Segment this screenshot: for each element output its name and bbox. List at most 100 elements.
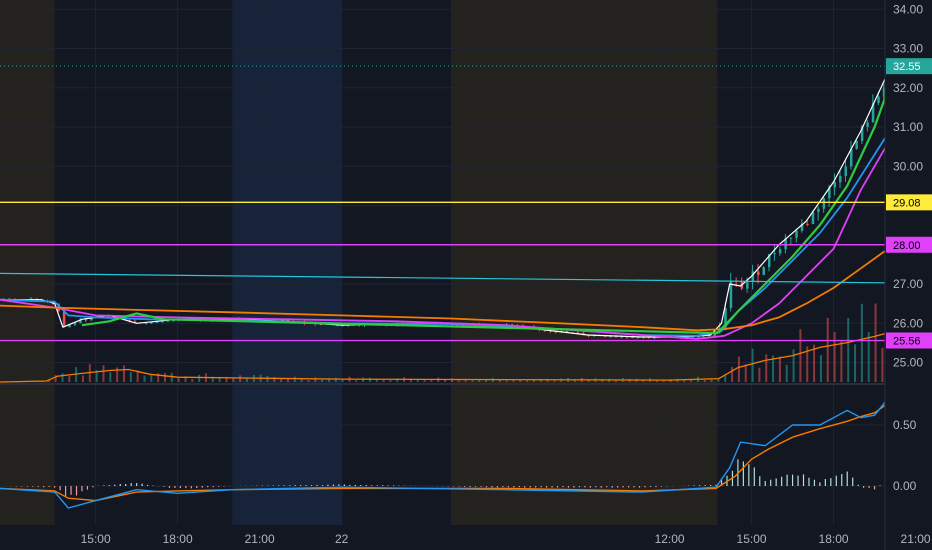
candle-body bbox=[79, 319, 82, 324]
candle-body bbox=[696, 336, 700, 338]
candle-body bbox=[882, 87, 886, 97]
volume-bar bbox=[765, 354, 768, 382]
volume-bar bbox=[478, 378, 481, 382]
volume-bar bbox=[546, 378, 549, 382]
volume-bar bbox=[498, 379, 501, 382]
time-tick-label: 21:00 bbox=[245, 532, 275, 546]
volume-bar bbox=[430, 379, 433, 382]
volume-bar bbox=[512, 380, 515, 382]
candle-body bbox=[106, 316, 110, 318]
volume-bar bbox=[860, 303, 863, 382]
volume-bar bbox=[526, 380, 529, 382]
volume-bar bbox=[184, 376, 187, 382]
volume-bar bbox=[68, 376, 71, 382]
volume-bar bbox=[751, 348, 754, 382]
volume-bar bbox=[840, 340, 843, 382]
candle-body bbox=[631, 337, 634, 339]
candle-body bbox=[281, 319, 284, 321]
volume-bar bbox=[573, 379, 576, 382]
volume-bar bbox=[444, 379, 447, 382]
volume-bar bbox=[416, 379, 419, 382]
volume-bar bbox=[245, 378, 248, 382]
volume-bar bbox=[553, 380, 556, 382]
price-tick-label: 33.00 bbox=[893, 42, 923, 56]
volume-bar bbox=[54, 374, 57, 382]
horizontal-levels[interactable] bbox=[0, 65, 886, 342]
candle-body bbox=[757, 271, 760, 275]
volume-bar bbox=[102, 365, 105, 382]
candle-body bbox=[849, 148, 853, 167]
candle-body bbox=[877, 96, 880, 103]
volume-bar bbox=[143, 375, 146, 382]
candle-body bbox=[150, 322, 153, 324]
volume-bar bbox=[129, 372, 132, 382]
volume-bar bbox=[519, 379, 522, 382]
volume-bar bbox=[703, 380, 706, 382]
volume-bar bbox=[423, 380, 426, 382]
time-tick-label: 15:00 bbox=[737, 532, 767, 546]
volume-bar bbox=[232, 377, 235, 382]
level-tag-text: 25.56 bbox=[893, 336, 921, 348]
volume-bar bbox=[47, 379, 50, 382]
trend-line bbox=[0, 272, 886, 284]
time-axis-panel bbox=[0, 525, 885, 550]
candle-body bbox=[319, 323, 323, 325]
volume-bar bbox=[191, 378, 194, 382]
volume-bar bbox=[724, 375, 727, 382]
volume-bar bbox=[485, 379, 488, 382]
candle-body bbox=[822, 198, 826, 209]
level-tag-text: 28.00 bbox=[893, 240, 921, 252]
volume-bar bbox=[642, 379, 645, 382]
candle-body bbox=[811, 212, 815, 224]
candle-body bbox=[133, 321, 137, 323]
time-tick-label: 12:00 bbox=[655, 532, 685, 546]
volume-bar bbox=[327, 378, 330, 382]
volume-bar bbox=[211, 376, 214, 382]
session-band-post bbox=[232, 0, 342, 525]
volume-bar bbox=[341, 379, 344, 382]
candle-body bbox=[144, 323, 148, 325]
volume-bar bbox=[273, 376, 276, 382]
volume-bar bbox=[157, 373, 160, 382]
volume-bar bbox=[655, 380, 658, 382]
volume-bar bbox=[772, 355, 775, 382]
candle-body bbox=[866, 122, 869, 127]
time-tick-label: 22 bbox=[335, 532, 349, 546]
candle-body bbox=[614, 336, 618, 338]
volume-bar bbox=[690, 379, 693, 382]
volume-bar bbox=[785, 364, 788, 382]
level-tag-bg bbox=[886, 236, 932, 253]
candle-body bbox=[860, 126, 864, 141]
candle-body bbox=[620, 336, 623, 338]
volume-bar bbox=[280, 378, 283, 382]
level-tag-bg bbox=[886, 332, 932, 349]
candle-body bbox=[62, 311, 66, 328]
candle-body bbox=[789, 237, 793, 239]
volume-bar bbox=[847, 318, 850, 382]
volume-bar bbox=[799, 329, 802, 382]
candle-body bbox=[636, 336, 640, 338]
volume-bar bbox=[744, 364, 747, 382]
volume-bar bbox=[854, 344, 857, 382]
price-tick-label: 27.00 bbox=[893, 277, 923, 291]
volume-bar bbox=[375, 379, 378, 382]
volume-bar bbox=[737, 356, 740, 382]
candle-body bbox=[855, 140, 858, 149]
price-axis-panel bbox=[885, 0, 932, 550]
volume-bar bbox=[389, 380, 392, 382]
volume-bar bbox=[457, 379, 460, 382]
volume-bar bbox=[355, 380, 358, 382]
volume-bar bbox=[177, 378, 180, 382]
price-tick-label: 30.00 bbox=[893, 159, 923, 173]
volume-bar bbox=[731, 366, 734, 382]
volume-bar bbox=[122, 365, 125, 382]
candle-body bbox=[767, 254, 771, 268]
candle-body bbox=[844, 166, 847, 176]
candle-body bbox=[576, 332, 580, 334]
volume-bar bbox=[464, 378, 467, 382]
session-band-pre bbox=[450, 0, 718, 525]
volume-bar bbox=[867, 332, 870, 382]
volume-bar bbox=[471, 380, 474, 382]
